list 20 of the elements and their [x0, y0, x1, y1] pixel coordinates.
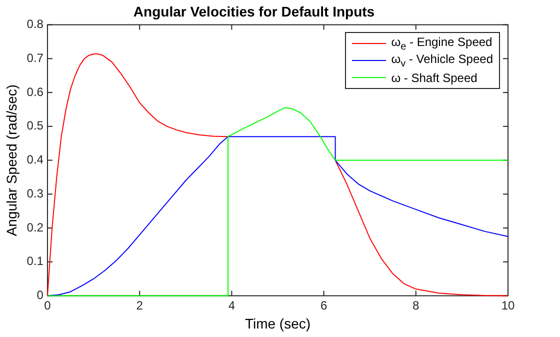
- y-axis-title: Angular Speed (rad/sec): [3, 84, 20, 236]
- y-tick-label: 0.1: [26, 254, 44, 268]
- x-tick-label: 10: [501, 298, 515, 312]
- x-tick-label: 8: [412, 298, 420, 312]
- y-tick-label: 0.2: [26, 220, 44, 234]
- x-tick-label: 2: [136, 298, 144, 312]
- y-tick-label: 0.7: [26, 50, 44, 65]
- legend-label: ω - Shaft Speed: [391, 70, 478, 84]
- legend-label: ω$_{v}$ - Vehicle Speed: [391, 52, 493, 70]
- y-tick-label: 0.5: [26, 118, 44, 133]
- y-tick-label: 0: [36, 288, 44, 302]
- y-tick-label: 0.3: [26, 186, 44, 200]
- y-tick-label: 0.4: [26, 152, 44, 167]
- x-axis-title: Time (sec): [244, 315, 311, 332]
- x-tick-label: 6: [320, 298, 328, 312]
- x-tick-label: 4: [228, 298, 236, 312]
- y-tick-label: 0.8: [26, 17, 44, 32]
- chart-title: Angular Velocities for Default Inputs: [133, 3, 375, 20]
- y-tick-label: 0.6: [26, 84, 44, 99]
- legend-label: ω$_{e}$ - Engine Speed: [391, 34, 492, 52]
